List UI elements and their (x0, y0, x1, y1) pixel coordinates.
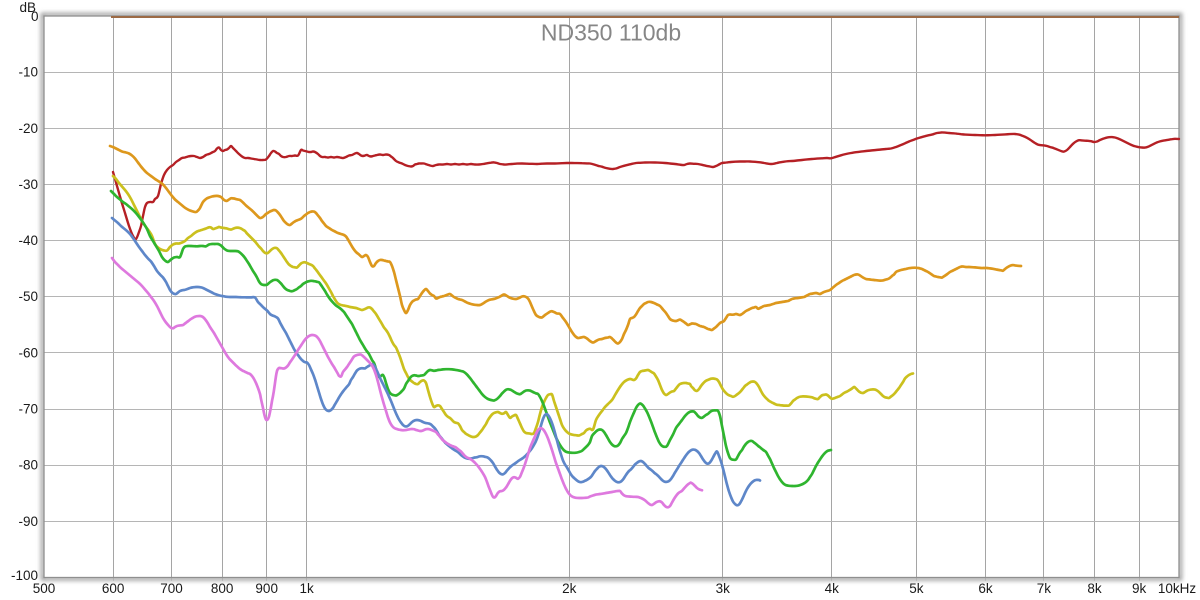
svg-text:-50: -50 (18, 289, 38, 304)
svg-text:-90: -90 (18, 514, 38, 529)
svg-text:1k: 1k (299, 581, 314, 596)
svg-text:6k: 6k (978, 581, 993, 596)
svg-text:-10: -10 (18, 65, 38, 80)
svg-text:-40: -40 (18, 233, 38, 248)
svg-text:3k: 3k (716, 581, 731, 596)
svg-text:-70: -70 (18, 402, 38, 417)
svg-text:4k: 4k (825, 581, 840, 596)
svg-text:800: 800 (211, 581, 234, 596)
svg-text:8k: 8k (1087, 581, 1102, 596)
svg-text:700: 700 (160, 581, 183, 596)
svg-text:10kHz: 10kHz (1158, 581, 1197, 596)
svg-text:-20: -20 (18, 121, 38, 136)
svg-text:7k: 7k (1037, 581, 1052, 596)
svg-text:0: 0 (31, 9, 39, 24)
svg-text:-80: -80 (18, 458, 38, 473)
svg-text:900: 900 (255, 581, 278, 596)
svg-text:ND350 110db: ND350 110db (541, 20, 681, 46)
svg-text:9k: 9k (1132, 581, 1147, 596)
svg-text:2k: 2k (562, 581, 577, 596)
svg-text:600: 600 (102, 581, 125, 596)
svg-text:5k: 5k (909, 581, 924, 596)
svg-text:-100: -100 (11, 568, 38, 583)
svg-text:-60: -60 (18, 345, 38, 360)
svg-text:500: 500 (33, 581, 56, 596)
svg-text:dB: dB (19, 0, 36, 15)
svg-text:-30: -30 (18, 177, 38, 192)
